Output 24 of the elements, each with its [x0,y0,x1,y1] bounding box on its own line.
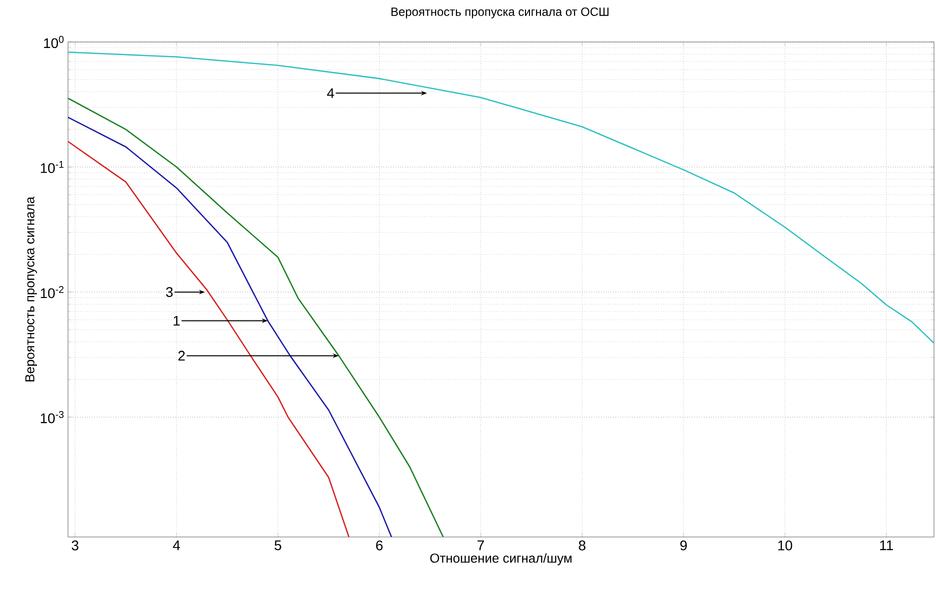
y-tick-label: 10$^{0}$ [44,36,64,48]
y-tick-label: 10$^{-2}$ [40,286,64,298]
annotation: 1 [174,316,180,326]
annotation: 2 [178,350,185,361]
annotation: 4 [327,88,334,98]
line-series [68,98,444,537]
x-tick-label: 5 [274,540,282,550]
x-tick-label: 9 [680,540,687,550]
y-tick-label: 10$^{-1}$ [40,161,64,174]
y-axis-title: Вероятность пропуска сигнала [25,196,37,382]
chart-title: Вероятность пропуска сигнала от ОСШ [392,8,608,18]
y-tick-label: 10$^{-3}$ [40,411,64,424]
x-tick-label: 10 [778,540,792,550]
x-tick-label: 6 [376,540,383,550]
x-tick-label: 8 [578,540,586,550]
x-axis-title: Отношение сигнал/шум [430,553,572,566]
line-series [68,116,392,537]
x-tick-label: 4 [172,540,180,550]
line-series [68,51,934,344]
x-tick-label: 7 [478,540,484,550]
x-tick-label: 3 [72,540,78,550]
x-tick-label: 11 [880,540,893,550]
line-series [68,140,350,537]
annotation: 3 [166,287,173,298]
